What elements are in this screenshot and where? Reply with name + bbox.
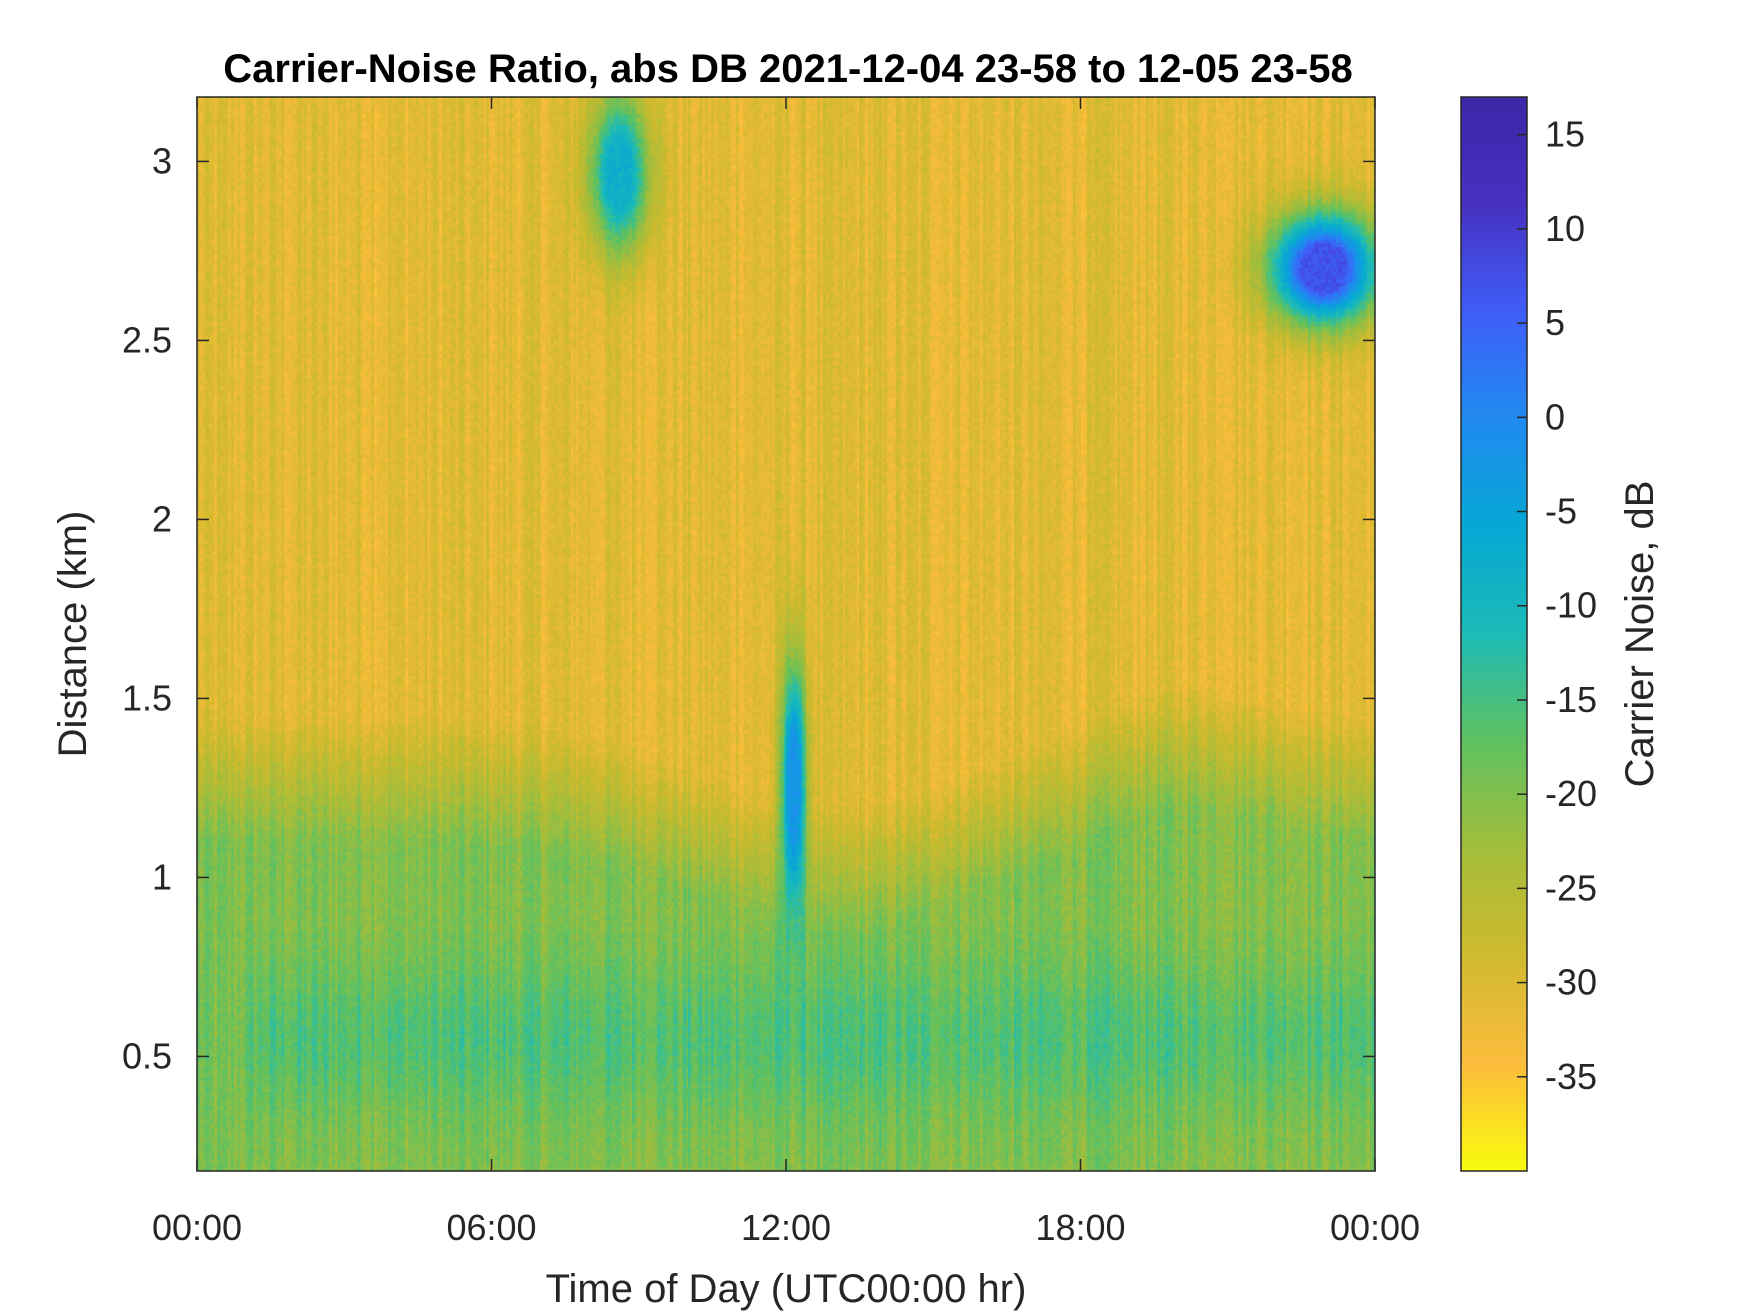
colorbar-tick-label: -35 — [1545, 1056, 1597, 1097]
y-tick-label: 3 — [152, 140, 172, 181]
y-tick-label: 1 — [152, 856, 172, 897]
colorbar-tick-label: -10 — [1545, 585, 1597, 626]
x-axis-label: Time of Day (UTC00:00 hr) — [546, 1267, 1027, 1311]
y-axis-label: Distance (km) — [51, 511, 95, 758]
colorbar-tick-label: -30 — [1545, 962, 1597, 1003]
colorbar — [1460, 96, 1528, 1172]
x-tick-label: 18:00 — [1035, 1207, 1125, 1248]
colorbar-tick-label: 15 — [1545, 114, 1585, 155]
y-tick-label: 2 — [152, 498, 172, 539]
x-tick-label: 06:00 — [446, 1207, 536, 1248]
colorbar-label: Carrier Noise, dB — [1618, 481, 1662, 788]
y-axis: 0.5 1 1.5 2 2.5 3 — [122, 140, 1375, 1076]
colorbar-tick-label: 5 — [1545, 302, 1565, 343]
x-tick-label: 12:00 — [741, 1207, 831, 1248]
colorbar-tick-label: 10 — [1545, 208, 1585, 249]
chart-title: Carrier-Noise Ratio, abs DB 2021-12-04 2… — [223, 47, 1352, 91]
x-tick-label: 00:00 — [152, 1207, 242, 1248]
heatmap-area — [197, 97, 1375, 1171]
colorbar-tick-label: -15 — [1545, 679, 1597, 720]
colorbar-tick-label: 0 — [1545, 396, 1565, 437]
x-tick-label: 00:00 — [1330, 1207, 1420, 1248]
colorbar-tick-label: -20 — [1545, 773, 1597, 814]
heatmap-canvas — [197, 97, 1375, 1171]
y-tick-label: 0.5 — [122, 1035, 172, 1076]
x-axis: 00:00 06:00 12:00 18:00 00:00 — [152, 97, 1420, 1248]
colorbar-ticks: 15 10 5 0 -5 -10 -15 -20 -25 -30 -35 — [1517, 114, 1597, 1097]
y-tick-label: 2.5 — [122, 319, 172, 360]
y-tick-label: 1.5 — [122, 677, 172, 718]
colorbar-tick-label: -5 — [1545, 491, 1577, 532]
colorbar-tick-label: -25 — [1545, 867, 1597, 908]
